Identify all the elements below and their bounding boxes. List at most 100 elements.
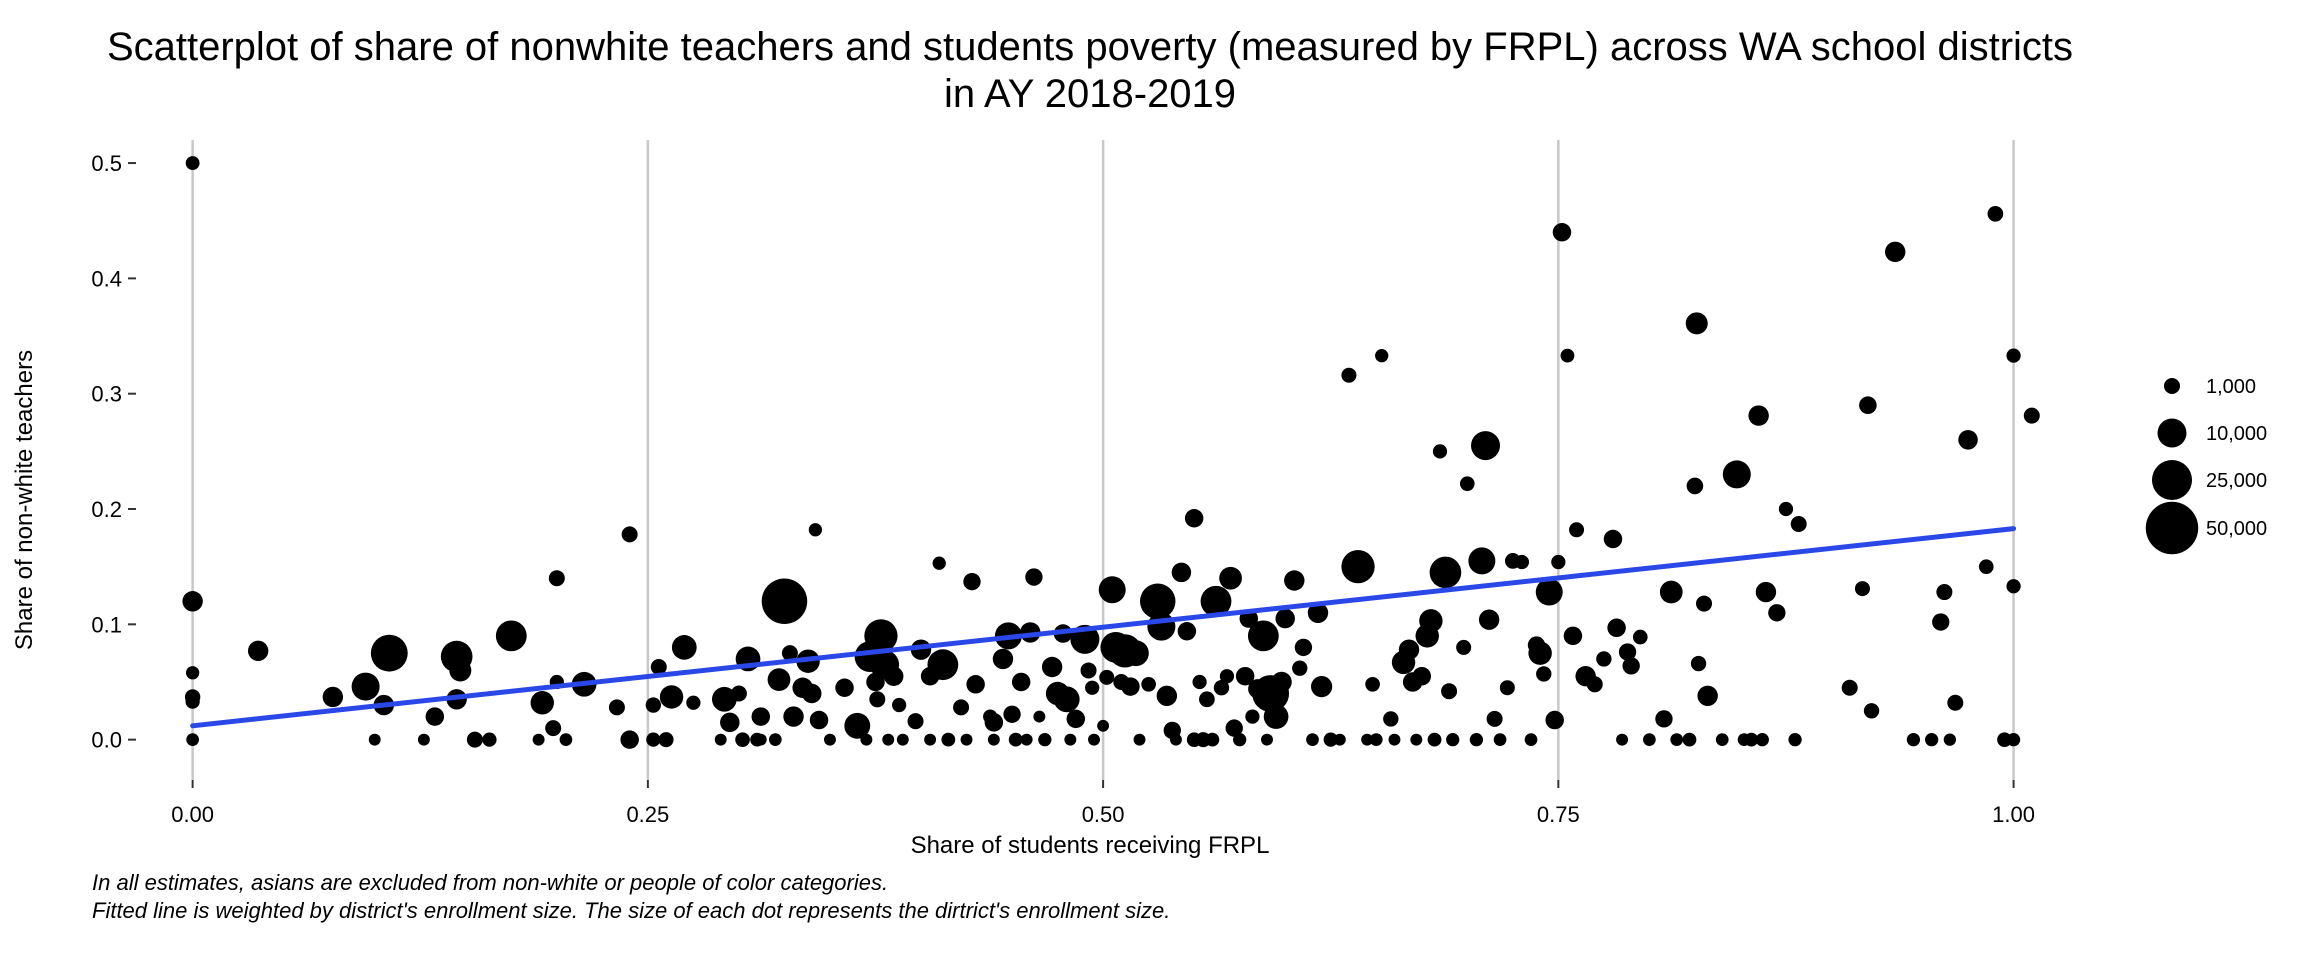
data-point <box>892 697 907 713</box>
data-point <box>1419 609 1443 633</box>
data-point <box>1622 657 1640 675</box>
size-legend: 1,000 10,000 25,000 50,000 <box>2145 376 2267 555</box>
data-point <box>425 707 445 726</box>
data-point <box>1947 694 1964 711</box>
data-point <box>1088 733 1100 746</box>
data-point <box>1552 223 1572 242</box>
data-point <box>1361 733 1374 746</box>
data-point <box>1686 477 1704 495</box>
data-point <box>1514 554 1530 570</box>
data-point <box>1133 733 1146 746</box>
data-point <box>482 732 497 747</box>
data-point <box>1478 609 1500 630</box>
data-point <box>1468 547 1496 575</box>
data-point <box>1560 348 1575 363</box>
data-point <box>620 730 639 749</box>
data-point <box>883 666 904 686</box>
data-point <box>548 570 565 587</box>
legend-label: 10,000 <box>2206 423 2267 445</box>
data-point <box>1038 732 1052 747</box>
data-point <box>1569 522 1585 538</box>
data-point <box>1219 566 1242 590</box>
data-point <box>1456 639 1472 655</box>
data-point <box>869 691 886 708</box>
data-point <box>1586 676 1603 693</box>
data-point <box>1008 732 1023 747</box>
data-point <box>1469 732 1484 747</box>
y-tick-label: 0.0 <box>91 728 122 753</box>
data-point <box>1978 559 1994 574</box>
data-point <box>1025 568 1043 586</box>
data-point <box>449 659 472 682</box>
data-point <box>1261 733 1273 746</box>
data-point <box>1607 618 1626 638</box>
data-point <box>761 578 808 625</box>
data-point <box>1205 732 1220 747</box>
data-point <box>658 732 674 748</box>
data-point <box>1041 656 1063 678</box>
x-tick-label: 1.00 <box>1992 802 2035 827</box>
data-point <box>984 713 1004 732</box>
data-point <box>730 685 747 702</box>
y-axis: 0.0 0.1 0.2 0.3 0.4 0.5 <box>91 151 136 753</box>
data-point <box>1441 683 1458 700</box>
data-point <box>1618 643 1637 661</box>
data-point <box>1697 685 1718 707</box>
x-tick-label: 0.50 <box>1082 802 1125 827</box>
data-point <box>1696 595 1713 612</box>
data-point <box>966 675 985 694</box>
data-point <box>1033 710 1046 723</box>
data-point <box>1011 672 1031 692</box>
data-point <box>1369 733 1383 746</box>
data-point <box>1341 550 1375 584</box>
x-tick-label: 0.75 <box>1537 802 1580 827</box>
chart-title-line-1: Scatterplot of share of nonwhite teacher… <box>107 25 2073 69</box>
data-point <box>802 683 822 704</box>
data-point <box>1536 666 1552 682</box>
data-point <box>960 733 973 746</box>
data-point <box>646 732 661 747</box>
data-point <box>671 635 697 660</box>
data-point <box>559 733 573 746</box>
data-point <box>844 712 871 739</box>
data-point <box>1528 641 1552 665</box>
data-point <box>1080 662 1097 679</box>
data-point <box>1064 733 1077 746</box>
data-point <box>1085 680 1100 695</box>
data-point <box>924 733 937 746</box>
data-point <box>1755 732 1769 747</box>
data-point <box>809 710 829 730</box>
data-point <box>1200 585 1232 617</box>
data-point <box>720 712 740 733</box>
data-point <box>1097 719 1110 732</box>
data-point <box>1292 660 1308 676</box>
data-point <box>963 572 981 591</box>
data-point <box>1427 732 1442 747</box>
data-point <box>545 720 562 737</box>
data-point <box>1333 733 1346 746</box>
data-point <box>1744 732 1759 747</box>
caption-line-1: In all estimates, asians are excluded fr… <box>92 870 888 895</box>
data-point <box>1778 501 1794 517</box>
data-point <box>824 733 836 746</box>
data-point <box>714 733 727 746</box>
data-point <box>1192 674 1207 690</box>
data-point <box>2006 732 2021 747</box>
data-point <box>466 731 483 748</box>
data-point <box>1199 691 1215 708</box>
data-point <box>751 707 771 726</box>
data-point <box>754 733 767 746</box>
data-point <box>1906 732 1921 747</box>
data-point <box>1139 583 1176 620</box>
data-point <box>1375 348 1389 363</box>
data-point <box>781 645 798 662</box>
data-point <box>645 697 662 713</box>
legend-label: 1,000 <box>2206 376 2256 398</box>
data-point <box>2006 579 2021 594</box>
data-point <box>1690 655 1707 672</box>
data-point <box>1596 651 1612 667</box>
data-point <box>1616 733 1629 746</box>
data-point <box>1563 626 1583 646</box>
data-point <box>1682 732 1697 747</box>
chart-title-line-2: in AY 2018-2019 <box>944 72 1236 116</box>
